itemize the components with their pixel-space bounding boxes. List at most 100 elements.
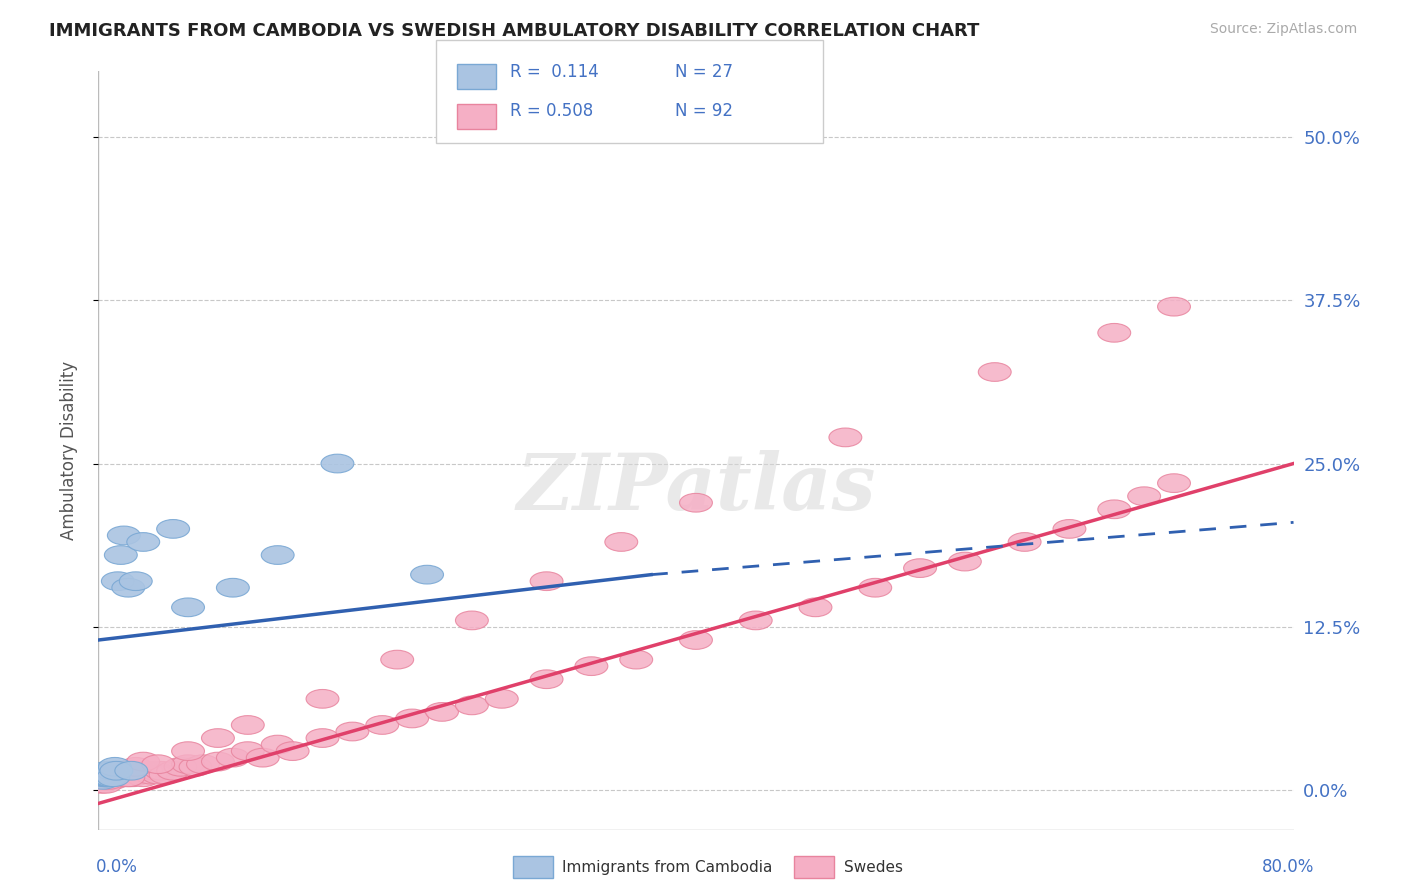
Ellipse shape: [321, 454, 354, 473]
Ellipse shape: [84, 768, 118, 787]
Text: Source: ZipAtlas.com: Source: ZipAtlas.com: [1209, 22, 1357, 37]
Ellipse shape: [605, 533, 638, 551]
Ellipse shape: [575, 657, 607, 675]
Ellipse shape: [97, 771, 129, 789]
Ellipse shape: [1098, 500, 1130, 518]
Ellipse shape: [679, 631, 713, 649]
Ellipse shape: [93, 768, 125, 787]
Ellipse shape: [91, 762, 124, 780]
Ellipse shape: [1053, 519, 1085, 538]
Ellipse shape: [127, 533, 160, 551]
Ellipse shape: [90, 774, 122, 793]
Ellipse shape: [232, 715, 264, 734]
Ellipse shape: [217, 578, 249, 597]
Ellipse shape: [307, 729, 339, 747]
Ellipse shape: [262, 735, 294, 754]
Ellipse shape: [100, 765, 132, 784]
Text: N = 92: N = 92: [675, 103, 733, 120]
Ellipse shape: [115, 762, 148, 780]
Ellipse shape: [91, 768, 124, 787]
Ellipse shape: [830, 428, 862, 447]
Ellipse shape: [799, 598, 832, 616]
Ellipse shape: [98, 757, 131, 776]
Ellipse shape: [120, 762, 152, 780]
Ellipse shape: [110, 762, 143, 780]
Ellipse shape: [156, 519, 190, 538]
Ellipse shape: [90, 768, 122, 787]
Ellipse shape: [96, 762, 128, 780]
Ellipse shape: [112, 578, 145, 597]
Ellipse shape: [101, 572, 135, 591]
Ellipse shape: [107, 768, 141, 787]
Ellipse shape: [104, 546, 138, 565]
Ellipse shape: [87, 771, 120, 789]
Ellipse shape: [172, 742, 204, 761]
Ellipse shape: [456, 611, 488, 630]
Ellipse shape: [142, 765, 174, 784]
Text: R = 0.508: R = 0.508: [510, 103, 593, 120]
Ellipse shape: [104, 765, 138, 784]
Ellipse shape: [145, 762, 177, 780]
Ellipse shape: [97, 762, 129, 780]
Ellipse shape: [94, 768, 127, 787]
Ellipse shape: [336, 723, 368, 741]
Ellipse shape: [949, 552, 981, 571]
Ellipse shape: [411, 566, 443, 584]
Ellipse shape: [94, 771, 127, 789]
Ellipse shape: [105, 762, 139, 780]
Ellipse shape: [94, 768, 127, 787]
Ellipse shape: [101, 768, 135, 787]
Ellipse shape: [156, 762, 190, 780]
Ellipse shape: [129, 762, 163, 780]
Ellipse shape: [366, 715, 399, 734]
Ellipse shape: [381, 650, 413, 669]
Ellipse shape: [232, 742, 264, 761]
Text: N = 27: N = 27: [675, 63, 733, 81]
Text: Swedes: Swedes: [844, 860, 903, 874]
Ellipse shape: [904, 558, 936, 577]
Ellipse shape: [276, 742, 309, 761]
Ellipse shape: [127, 768, 160, 787]
Ellipse shape: [104, 762, 138, 780]
Ellipse shape: [485, 690, 519, 708]
Ellipse shape: [530, 572, 562, 591]
Ellipse shape: [120, 757, 152, 776]
Ellipse shape: [84, 774, 118, 793]
Ellipse shape: [93, 771, 125, 789]
Ellipse shape: [112, 768, 145, 787]
Ellipse shape: [93, 765, 125, 784]
Ellipse shape: [96, 768, 128, 787]
Ellipse shape: [112, 768, 145, 787]
Ellipse shape: [1157, 474, 1191, 492]
Text: 0.0%: 0.0%: [96, 858, 138, 876]
Ellipse shape: [142, 755, 174, 773]
Ellipse shape: [1008, 533, 1040, 551]
Text: Immigrants from Cambodia: Immigrants from Cambodia: [562, 860, 773, 874]
Ellipse shape: [115, 762, 148, 780]
Ellipse shape: [91, 771, 124, 789]
Ellipse shape: [98, 768, 131, 787]
Ellipse shape: [307, 690, 339, 708]
Ellipse shape: [740, 611, 772, 630]
Ellipse shape: [426, 703, 458, 722]
Ellipse shape: [89, 768, 121, 787]
Ellipse shape: [217, 748, 249, 767]
Ellipse shape: [93, 768, 125, 787]
Ellipse shape: [91, 768, 124, 787]
Ellipse shape: [201, 752, 235, 771]
Ellipse shape: [124, 765, 156, 784]
Ellipse shape: [859, 578, 891, 597]
Ellipse shape: [96, 765, 128, 784]
Ellipse shape: [456, 696, 488, 714]
Ellipse shape: [107, 526, 141, 545]
Ellipse shape: [165, 757, 197, 776]
Ellipse shape: [187, 755, 219, 773]
Ellipse shape: [262, 546, 294, 565]
Ellipse shape: [1128, 487, 1160, 506]
Ellipse shape: [97, 768, 129, 787]
Ellipse shape: [172, 598, 204, 616]
Ellipse shape: [172, 755, 204, 773]
Ellipse shape: [89, 772, 121, 790]
Ellipse shape: [114, 765, 146, 784]
Ellipse shape: [100, 762, 132, 780]
